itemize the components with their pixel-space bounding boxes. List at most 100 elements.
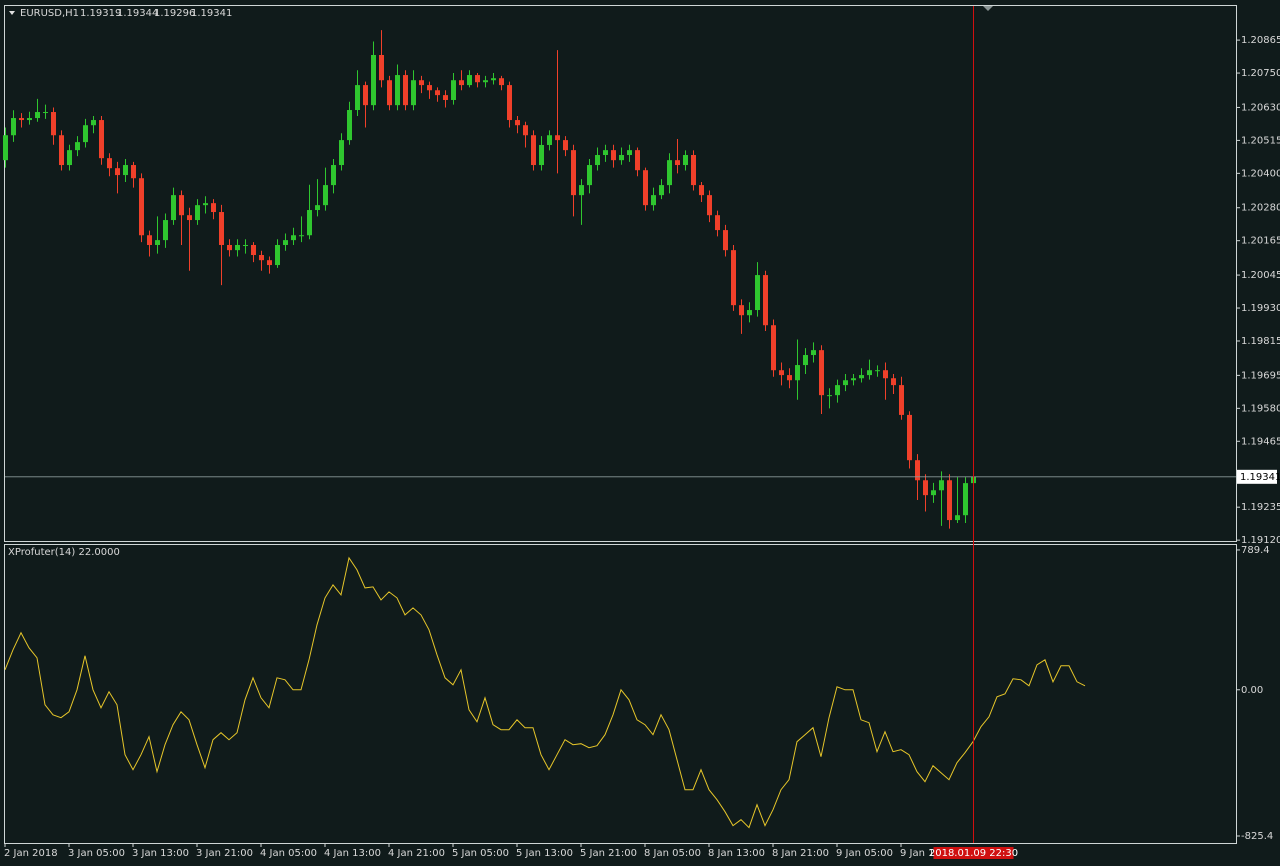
y-tick-label: 1.20630 [1241, 102, 1280, 113]
candle-body [619, 155, 624, 161]
price-label-box [1237, 469, 1277, 484]
candle-body [587, 165, 592, 186]
y-tick-label: 1.20515 [1241, 135, 1280, 146]
candle-body [235, 244, 240, 251]
candle-body [219, 212, 224, 245]
candle-body [363, 85, 368, 106]
candle-body [355, 85, 360, 111]
candle-body [859, 375, 864, 379]
candle-body [27, 118, 32, 121]
x-tick-label: 4 Jan 05:00 [260, 848, 317, 859]
candle-body [467, 75, 472, 86]
y-tick-label: 1.19815 [1241, 336, 1280, 347]
candle-body [67, 150, 72, 166]
candle-body [115, 168, 120, 176]
ohlc-low: 1.19296 [154, 8, 195, 19]
candle-body [515, 120, 520, 126]
candle-body [539, 144, 544, 166]
candle-body [419, 80, 424, 86]
candle-body [459, 80, 464, 86]
candle-body [875, 370, 880, 372]
candle-body [347, 110, 352, 141]
candle-body [43, 112, 48, 114]
candle-body [947, 480, 952, 521]
candle-body [747, 310, 752, 316]
y-tick-label: 1.19465 [1241, 436, 1280, 447]
candle-body [931, 490, 936, 496]
candle-body [379, 55, 384, 81]
candle-body [195, 205, 200, 221]
candle-body [331, 165, 336, 186]
candle-body [339, 140, 344, 166]
candle-body [867, 370, 872, 376]
candle-body [523, 125, 528, 136]
candle-body [35, 112, 40, 119]
candle-body [315, 205, 320, 211]
x-tick-label: 8 Jan 13:00 [708, 848, 765, 859]
candle-body [763, 275, 768, 326]
indicator-title: XProfuter(14) 22.0000 [8, 547, 120, 558]
candle-body [627, 150, 632, 156]
x-tick-label: 8 Jan 05:00 [644, 848, 701, 859]
candle-body [579, 185, 584, 196]
candle-body [107, 158, 112, 169]
candle-body [755, 275, 760, 311]
candle-body [787, 375, 792, 381]
candle-body [139, 178, 144, 236]
candle-body [163, 220, 168, 241]
candle-body [451, 80, 456, 100]
candle-body [683, 155, 688, 166]
y-tick-label: 0.00 [1241, 685, 1263, 696]
candle-body [59, 135, 64, 166]
price-panel [4, 5, 1237, 542]
y-tick-label: 1.19235 [1241, 502, 1280, 513]
candle-body [555, 135, 560, 141]
candle-body [371, 55, 376, 106]
x-tick-label: 3 Jan 05:00 [68, 848, 125, 859]
y-tick-label: -825.4 [1241, 831, 1273, 842]
candle-body [659, 185, 664, 196]
x-tick-label: 5 Jan 13:00 [516, 848, 573, 859]
y-tick-label: 1.20865 [1241, 35, 1280, 46]
candle-body [883, 370, 888, 379]
candle-body [643, 170, 648, 206]
x-tick-label: 8 Jan 21:00 [772, 848, 829, 859]
candle-body [387, 80, 392, 106]
candle-body [131, 165, 136, 179]
candle-body [171, 195, 176, 221]
candle-body [483, 80, 488, 83]
price-label: 1.19341 [1240, 472, 1280, 483]
candle-body [547, 135, 552, 145]
candle-body [715, 215, 720, 231]
y-tick-label: 1.20045 [1241, 270, 1280, 281]
candle-body [499, 78, 504, 86]
candle-body [227, 244, 232, 251]
candle-body [147, 235, 152, 245]
candle-body [395, 75, 400, 106]
x-tick-label: 4 Jan 21:00 [388, 848, 445, 859]
x-tick-label: 5 Jan 21:00 [580, 848, 637, 859]
candle-body [811, 350, 816, 356]
candle-body [907, 414, 912, 461]
candle-body [595, 155, 600, 166]
candle-body [827, 395, 832, 397]
candle-body [155, 240, 160, 245]
candle-body [923, 480, 928, 496]
candle-body [939, 480, 944, 491]
candle-body [411, 80, 416, 106]
candle-body [803, 355, 808, 366]
y-tick-label: 1.20750 [1241, 68, 1280, 79]
candle-body [475, 75, 480, 83]
candle-body [843, 380, 848, 386]
candle-body [75, 142, 80, 151]
menu-arrow [9, 11, 15, 15]
candle-body [899, 385, 904, 415]
candle-body [187, 215, 192, 221]
candle-body [211, 203, 216, 213]
candle-body [283, 240, 288, 245]
y-tick-label: 1.20400 [1241, 168, 1280, 179]
candle-body [179, 195, 184, 216]
candle-body [99, 120, 104, 159]
candle-body [91, 120, 96, 126]
